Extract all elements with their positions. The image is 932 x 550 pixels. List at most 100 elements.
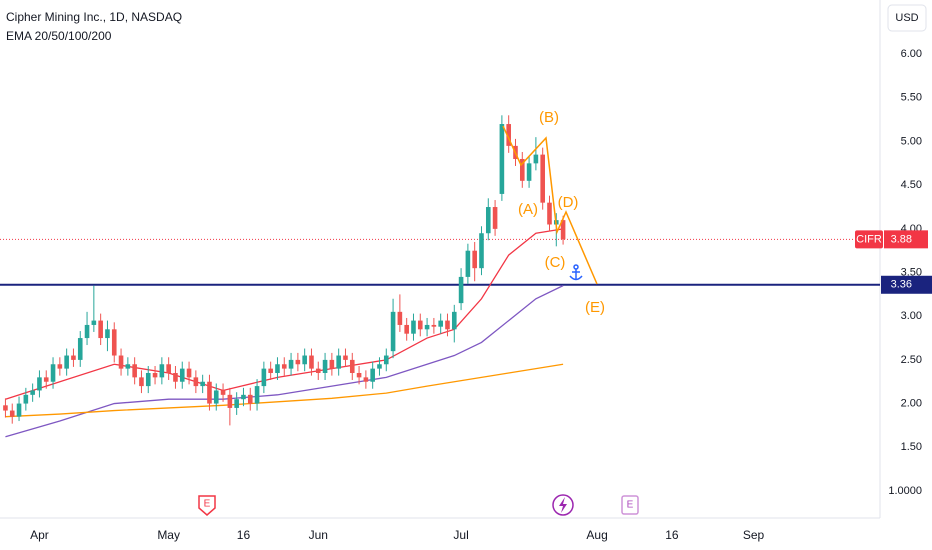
candle-body — [431, 324, 437, 327]
level-tag — [881, 275, 932, 294]
y-tick-label: 2.00 — [901, 397, 922, 409]
candle-body — [281, 364, 287, 369]
candle-body — [472, 250, 477, 269]
candle-body — [3, 405, 8, 411]
candle-body — [268, 368, 273, 373]
level-label: 3.36 — [891, 279, 912, 291]
candle-body — [30, 390, 35, 395]
candle-body — [336, 355, 341, 369]
candle-body — [145, 372, 151, 387]
chart-title: Cipher Mining Inc., 1D, NASDAQ — [6, 10, 182, 24]
candle-body — [132, 364, 137, 378]
candle-body — [84, 324, 90, 339]
candle-body — [506, 124, 511, 146]
candle-body — [424, 324, 430, 330]
x-tick-label: Sep — [743, 528, 765, 542]
candle-body — [445, 320, 450, 330]
candle-body — [77, 338, 83, 360]
last-price-label: 3.88 — [891, 233, 912, 245]
symbol-label: CIFR — [856, 233, 882, 245]
y-tick-label: 1.50 — [901, 441, 922, 453]
candle-body — [16, 403, 22, 417]
candle-body — [193, 377, 199, 387]
candle-body — [465, 250, 471, 277]
candle-body — [383, 355, 389, 365]
candle-body — [560, 220, 566, 240]
candle-body — [288, 359, 294, 369]
ema-line — [5, 363, 564, 418]
y-tick-label: 3.50 — [901, 266, 922, 278]
candle-body — [540, 154, 545, 203]
x-tick-label: Jun — [309, 528, 328, 542]
candle-body — [343, 355, 348, 360]
candle-body — [64, 355, 69, 369]
x-tick-label: May — [157, 528, 180, 542]
candle-body — [71, 355, 76, 360]
x-tick-label: Aug — [586, 528, 607, 542]
candle-body — [499, 124, 505, 194]
candle-body — [23, 394, 29, 404]
candle-body — [438, 320, 443, 327]
candle-body — [479, 233, 484, 269]
y-tick-label: 5.00 — [901, 135, 922, 147]
candle-body — [105, 329, 110, 339]
wave-label: (C) — [545, 254, 566, 271]
y-tick-label: 1.0000 — [888, 485, 922, 497]
wave-label: (B) — [539, 109, 559, 126]
candle-body — [533, 154, 539, 164]
candle-body — [315, 368, 321, 373]
candle-body — [451, 311, 457, 330]
news-marker[interactable] — [552, 494, 574, 516]
candle-body — [485, 207, 491, 234]
earnings-marker[interactable]: E — [198, 495, 216, 516]
candle-body — [37, 377, 42, 391]
candle-body — [390, 311, 396, 352]
candle-body — [404, 324, 409, 334]
candle-body — [57, 364, 63, 369]
candle-body — [417, 320, 423, 330]
y-tick-label: 6.00 — [901, 48, 922, 60]
candle-body — [349, 359, 355, 373]
candle-body — [179, 368, 185, 382]
x-tick-label: 16 — [237, 528, 251, 542]
candle-body — [159, 364, 165, 378]
wave-label: (A) — [518, 201, 538, 218]
price-tag — [884, 230, 928, 249]
candle-body — [227, 394, 233, 408]
candle-body — [9, 410, 15, 417]
candle-body — [411, 320, 416, 334]
candle-body — [329, 359, 335, 369]
currency-button[interactable] — [887, 4, 927, 32]
x-tick-label: Apr — [30, 528, 49, 542]
candle-body — [492, 207, 498, 229]
candle-body — [166, 364, 171, 373]
wave-label: (E) — [585, 299, 605, 316]
candle-body — [377, 364, 382, 369]
candle-body — [118, 355, 124, 369]
candle-body — [356, 372, 362, 378]
candle-body — [43, 377, 49, 382]
candle-body — [200, 381, 205, 387]
candle-body — [173, 372, 178, 382]
wave-lines — [502, 125, 598, 285]
candle-body — [186, 368, 192, 378]
candle-body — [397, 311, 403, 325]
candle-body — [213, 390, 219, 404]
earnings-marker[interactable]: E — [621, 495, 639, 515]
wave-label: (D) — [558, 194, 579, 211]
candle-body — [152, 372, 158, 378]
earnings-label: E — [627, 500, 634, 511]
candle-body — [111, 329, 117, 356]
y-tick-label: 2.50 — [901, 354, 922, 366]
candle-body — [98, 320, 103, 339]
candle-body — [275, 364, 280, 373]
candle-body — [50, 364, 56, 382]
x-tick-label: Jul — [453, 528, 468, 542]
candle-body — [207, 381, 212, 404]
candle-body — [370, 368, 375, 382]
candle-body — [139, 377, 144, 387]
candle-body — [458, 276, 464, 304]
indicator-label: EMA 20/50/100/200 — [6, 29, 112, 43]
x-tick-label: 16 — [665, 528, 679, 542]
